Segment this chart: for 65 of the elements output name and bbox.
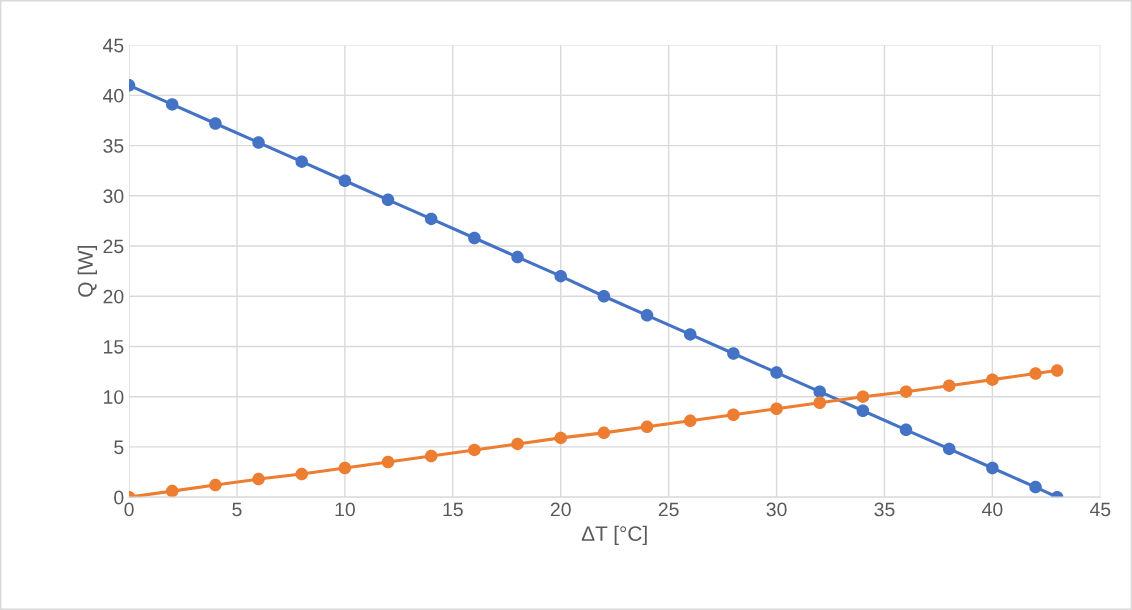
x-tick-label: 0 [124, 502, 134, 517]
point [338, 461, 352, 475]
point [942, 442, 956, 456]
point [209, 117, 222, 130]
y-tick-label: 20 [103, 289, 124, 304]
y-axis-title: Q [W] [77, 246, 98, 297]
point [640, 309, 654, 322]
point [165, 98, 179, 111]
point [424, 449, 438, 463]
point [986, 461, 999, 475]
point [511, 437, 524, 451]
y-tick-label: 15 [104, 340, 124, 354]
point [856, 404, 870, 418]
y-tick-label: 40 [103, 88, 124, 103]
y-tick-label: 35 [103, 139, 124, 153]
point [165, 484, 179, 498]
x-tick-label: 40 [982, 502, 1003, 517]
y-tick-label: 25 [103, 239, 124, 254]
point [727, 408, 740, 422]
point [856, 390, 870, 403]
point [899, 385, 913, 398]
point [209, 478, 222, 492]
x-tick-label: 35 [874, 502, 895, 517]
point [813, 385, 826, 398]
y-tick-label: 10 [104, 390, 124, 404]
x-tick-label: 45 [1089, 502, 1111, 517]
point [1029, 367, 1042, 380]
point [252, 136, 265, 149]
point [813, 396, 826, 409]
x-tick-label: 20 [550, 502, 571, 517]
point [597, 290, 611, 303]
point [424, 212, 438, 226]
point [511, 250, 524, 264]
x-tick-label: 10 [335, 502, 355, 517]
x-tick-label: 25 [658, 502, 679, 517]
y-tick-label: 5 [114, 440, 124, 455]
x-tick-label: 30 [766, 502, 787, 517]
point [597, 426, 611, 440]
y-tick-label: 0 [114, 490, 124, 505]
point [770, 402, 783, 416]
y-tick-label: 30 [103, 189, 124, 204]
point [1029, 480, 1042, 494]
point [468, 443, 481, 457]
point [468, 231, 481, 245]
point [252, 472, 265, 486]
point [942, 379, 956, 392]
point [1050, 364, 1064, 377]
point [295, 467, 308, 481]
point [295, 155, 308, 168]
point [683, 414, 697, 428]
point [640, 420, 654, 434]
y-tick-label: 45 [103, 38, 124, 53]
point [899, 423, 913, 437]
point [554, 431, 567, 445]
point [554, 269, 567, 283]
point [727, 347, 740, 360]
point [381, 455, 395, 469]
point [338, 174, 352, 187]
x-axis-title: ΔT [°C] [581, 525, 647, 546]
x-tick-label: 5 [232, 502, 242, 517]
point [986, 373, 999, 386]
point [381, 193, 395, 207]
point [683, 328, 697, 341]
x-tick-label: 15 [443, 502, 463, 517]
point [770, 366, 783, 379]
